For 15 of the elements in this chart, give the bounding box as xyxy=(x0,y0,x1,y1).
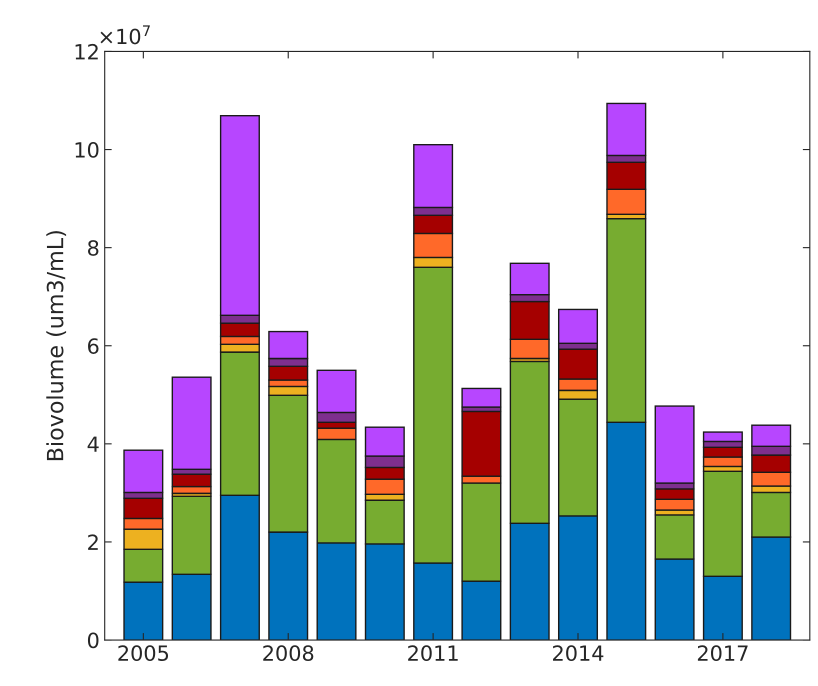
y-tick-label: 0 xyxy=(88,632,98,648)
y-tick-label: 4 xyxy=(88,436,99,452)
y-axis-title: Biovolume (um3/mL) xyxy=(46,231,66,460)
text: ×10$^{7}$ xyxy=(100,25,150,44)
y-tick-label: 8 xyxy=(88,240,98,256)
y-tick-label: 6 xyxy=(88,338,99,354)
x-tick-label: 2008 xyxy=(263,645,314,662)
x-tick-label: 2014 xyxy=(553,645,604,662)
x-tick-label: 2005 xyxy=(118,645,168,662)
bar xyxy=(461,388,502,408)
x-tick-label: 2017 xyxy=(698,645,748,662)
y-tick-label: 10 xyxy=(76,142,98,158)
y-tick-label: 12 xyxy=(76,44,98,60)
y-tick-label: 2 xyxy=(88,534,98,550)
x-tick-label: 2011 xyxy=(408,645,458,662)
